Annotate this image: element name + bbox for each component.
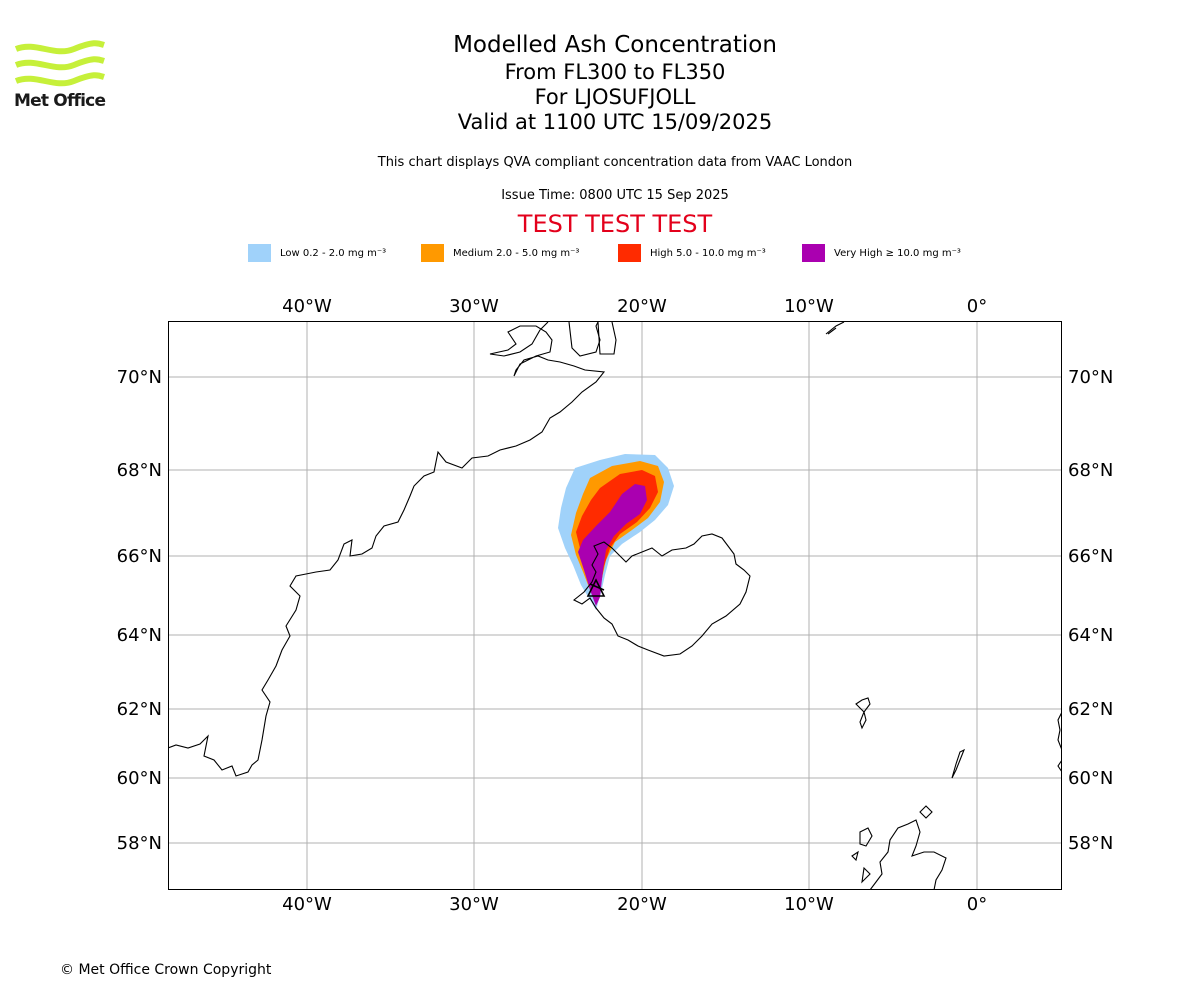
scotland-coast <box>869 819 947 890</box>
test-banner: TEST TEST TEST <box>517 210 713 238</box>
jan-mayen-area <box>825 321 845 335</box>
tick-left-lat: 62°N <box>117 699 162 720</box>
tick-left-lat: 66°N <box>117 546 162 567</box>
tick-top-lon: 20°W <box>617 296 667 317</box>
logo-text: Met Office <box>14 91 106 111</box>
legend-swatch-very-high <box>802 244 825 262</box>
logo-wave <box>14 40 105 55</box>
tick-left-lat: 64°N <box>117 625 162 646</box>
tick-right-lat: 62°N <box>1068 699 1113 720</box>
hebrides <box>851 827 873 884</box>
chart-titles: Modelled Ash Concentration From FL300 to… <box>240 30 990 238</box>
copyright-notice: © Met Office Crown Copyright <box>60 962 272 978</box>
map-gridlines <box>168 321 1062 890</box>
tick-right-lat: 60°N <box>1068 768 1113 789</box>
tick-right-lat: 68°N <box>1068 460 1113 481</box>
tick-right-lat: 64°N <box>1068 625 1113 646</box>
tick-bottom-lon: 40°W <box>282 894 332 915</box>
tick-right-lat: 70°N <box>1068 367 1113 388</box>
title-line3: For LJOSUFJOLL <box>534 85 696 109</box>
orkney <box>919 805 933 819</box>
axis-tick-labels: 40°W 30°W 20°W 10°W 0° 40°W 30°W 20°W 10… <box>117 296 1114 915</box>
tick-bottom-lon: 30°W <box>449 894 499 915</box>
legend-item-very-high: Very High ≥ 10.0 mg m⁻³ <box>802 244 961 262</box>
title-line2: From FL300 to FL350 <box>504 60 726 84</box>
tick-bottom-lon: 10°W <box>784 894 834 915</box>
greenland-coast <box>168 321 606 777</box>
tick-left-lat: 58°N <box>117 833 162 854</box>
greenland-fjord <box>568 321 601 357</box>
legend-label-low: Low 0.2 - 2.0 mg m⁻³ <box>280 247 387 259</box>
tick-top-lon: 10°W <box>784 296 834 317</box>
legend-swatch-medium <box>421 244 444 262</box>
title-line1: Modelled Ash Concentration <box>453 32 777 58</box>
legend-item-low: Low 0.2 - 2.0 mg m⁻³ <box>248 244 386 262</box>
tick-top-lon: 0° <box>967 296 987 317</box>
legend-label-medium: Medium 2.0 - 5.0 mg m⁻³ <box>453 247 580 259</box>
tick-top-lon: 40°W <box>282 296 332 317</box>
faroe-islands <box>855 697 871 730</box>
tick-right-lat: 58°N <box>1068 833 1113 854</box>
compliance-note: This chart displays QVA compliant concen… <box>377 155 853 170</box>
map-frame <box>168 321 1062 890</box>
concentration-legend: Low 0.2 - 2.0 mg m⁻³ Medium 2.0 - 5.0 mg… <box>0 244 1200 264</box>
tick-left-lat: 70°N <box>117 367 162 388</box>
legend-item-medium: Medium 2.0 - 5.0 mg m⁻³ <box>421 244 579 262</box>
title-line4: Valid at 1100 UTC 15/09/2025 <box>457 110 773 134</box>
greenland-island <box>597 321 617 355</box>
tick-top-lon: 30°W <box>449 296 499 317</box>
volcano-marker-icon <box>586 578 606 597</box>
ash-plume <box>558 454 674 610</box>
tick-right-lat: 66°N <box>1068 546 1113 567</box>
iceland-coast <box>572 533 751 657</box>
legend-swatch-high <box>618 244 641 262</box>
logo-wave <box>14 56 105 71</box>
tick-left-lat: 68°N <box>117 460 162 481</box>
legend-item-high: High 5.0 - 10.0 mg m⁻³ <box>618 244 766 262</box>
coastlines <box>168 321 1062 890</box>
met-office-logo-icon <box>14 40 105 87</box>
tick-bottom-lon: 20°W <box>617 894 667 915</box>
legend-label-high: High 5.0 - 10.0 mg m⁻³ <box>650 247 766 259</box>
shetland-islands <box>951 748 966 779</box>
tick-bottom-lon: 0° <box>967 894 987 915</box>
legend-label-very-high: Very High ≥ 10.0 mg m⁻³ <box>834 247 961 259</box>
issue-time: Issue Time: 0800 UTC 15 Sep 2025 <box>501 188 729 203</box>
norway-coast <box>1057 711 1062 773</box>
ash-very-high-area <box>578 484 647 606</box>
legend-swatch-low <box>248 244 271 262</box>
tick-left-lat: 60°N <box>117 768 162 789</box>
logo-wave <box>14 72 105 87</box>
